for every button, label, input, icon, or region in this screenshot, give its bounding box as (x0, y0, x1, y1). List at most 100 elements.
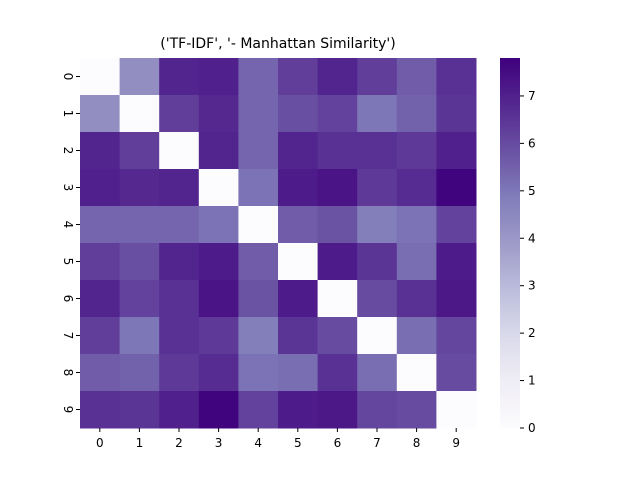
heatmap-cell-r4-c3 (198, 206, 239, 244)
heatmap-cell-r8-c4 (238, 354, 279, 392)
colorbar-tick-label: 7 (528, 89, 536, 103)
heatmap-cell-r8-c1 (119, 354, 160, 392)
heatmap-cell-r5-c2 (159, 243, 200, 281)
heatmap-cell-r1-c5 (278, 95, 319, 133)
heatmap-cell-r7-c1 (119, 317, 160, 355)
heatmap-cell-r0-c2 (159, 58, 200, 96)
heatmap-cell-r0-c7 (357, 58, 398, 96)
heatmap-cell-r3-c1 (119, 169, 160, 207)
heatmap-cell-r8-c5 (278, 354, 319, 392)
y-tick-label: 3 (61, 184, 75, 192)
heatmap-cell-r5-c4 (238, 243, 279, 281)
heatmap-cell-r8-c3 (198, 354, 239, 392)
heatmap-cell-r2-c1 (119, 132, 160, 170)
heatmap-cell-r0-c0 (80, 58, 121, 96)
heatmap-cell-r1-c2 (159, 95, 200, 133)
heatmap-cell-r1-c9 (436, 95, 477, 133)
heatmap-cell-r3-c9 (436, 169, 477, 207)
heatmap-cell-r7-c2 (159, 317, 200, 355)
colorbar-tick-label: 6 (528, 136, 536, 150)
heatmap-cell-r4-c5 (278, 206, 319, 244)
x-tick-label: 7 (373, 436, 381, 450)
x-tick-label: 6 (334, 436, 342, 450)
heatmap-cell-r5-c1 (119, 243, 160, 281)
heatmap-cell-r6-c1 (119, 280, 160, 318)
colorbar-tick-label: 1 (528, 374, 536, 388)
x-tick-label: 4 (254, 436, 262, 450)
heatmap-cell-r7-c4 (238, 317, 279, 355)
heatmap-cell-r1-c7 (357, 95, 398, 133)
heatmap-cell-r9-c3 (198, 391, 239, 429)
heatmap-cell-r6-c5 (278, 280, 319, 318)
heatmap-cell-r9-c8 (396, 391, 437, 429)
heatmap-cell-r8-c2 (159, 354, 200, 392)
heatmap-cell-r0-c6 (317, 58, 358, 96)
y-tick-label: 6 (61, 295, 75, 303)
y-tick-label: 2 (61, 147, 75, 155)
heatmap-cell-r7-c9 (436, 317, 477, 355)
heatmap-cell-r9-c1 (119, 391, 160, 429)
colorbar-tick-label: 2 (528, 326, 536, 340)
heatmap-cell-r7-c8 (396, 317, 437, 355)
heatmap-cell-r5-c8 (396, 243, 437, 281)
heatmap-cell-r8-c9 (436, 354, 477, 392)
heatmap-cell-r5-c9 (436, 243, 477, 281)
heatmap-cell-r7-c6 (317, 317, 358, 355)
heatmap-cell-r9-c0 (80, 391, 121, 429)
heatmap-cell-r2-c0 (80, 132, 121, 170)
heatmap-cell-r1-c1 (119, 95, 160, 133)
heatmap-cell-r7-c3 (198, 317, 239, 355)
heatmap-cell-r6-c3 (198, 280, 239, 318)
x-tick-label: 8 (413, 436, 421, 450)
colorbar-tick-label: 3 (528, 279, 536, 293)
heatmap-cell-r2-c7 (357, 132, 398, 170)
heatmap-cell-r0-c1 (119, 58, 160, 96)
heatmap-cell-r2-c6 (317, 132, 358, 170)
heatmap-cell-r9-c4 (238, 391, 279, 429)
y-tick-label: 4 (61, 221, 75, 229)
y-tick-label: 9 (61, 406, 75, 414)
heatmap-cell-r3-c0 (80, 169, 121, 207)
heatmap-cell-r4-c4 (238, 206, 279, 244)
y-tick-label: 1 (61, 110, 75, 118)
heatmap-cell-r1-c6 (317, 95, 358, 133)
chart-title: ('TF-IDF', '- Manhattan Similarity') (160, 36, 395, 52)
heatmap-cell-r8-c0 (80, 354, 121, 392)
heatmap-cell-r2-c9 (436, 132, 477, 170)
heatmap-cell-r1-c0 (80, 95, 121, 133)
heatmap-cell-r4-c8 (396, 206, 437, 244)
heatmap-cell-r6-c2 (159, 280, 200, 318)
heatmap-cell-r3-c4 (238, 169, 279, 207)
colorbar-tick-label: 4 (528, 231, 536, 245)
x-tick-label: 2 (175, 436, 183, 450)
heatmap-cell-r1-c3 (198, 95, 239, 133)
heatmap-cell-r6-c6 (317, 280, 358, 318)
heatmap-cell-r7-c5 (278, 317, 319, 355)
heatmap-cell-r5-c7 (357, 243, 398, 281)
heatmap-cell-r8-c8 (396, 354, 437, 392)
heatmap-cell-r5-c3 (198, 243, 239, 281)
x-tick-label: 0 (96, 436, 104, 450)
heatmap-cell-r0-c5 (278, 58, 319, 96)
y-tick-label: 8 (61, 369, 75, 377)
y-tick-label: 0 (61, 73, 75, 81)
x-tick-label: 9 (452, 436, 460, 450)
heatmap-cell-r0-c8 (396, 58, 437, 96)
heatmap-cell-r2-c3 (198, 132, 239, 170)
colorbar-ticks: 0 1 2 3 4 5 6 7 (520, 89, 536, 435)
heatmap-cell-r4-c2 (159, 206, 200, 244)
colorbar (500, 58, 520, 428)
colorbar-tick-label: 0 (528, 421, 536, 435)
heatmap-cell-r6-c9 (436, 280, 477, 318)
heatmap-cell-r0-c3 (198, 58, 239, 96)
heatmap-cell-r5-c0 (80, 243, 121, 281)
heatmap-cell-r4-c1 (119, 206, 160, 244)
heatmap-cell-r3-c6 (317, 169, 358, 207)
heatmap-cell-r2-c5 (278, 132, 319, 170)
heatmap-cell-r7-c0 (80, 317, 121, 355)
heatmap-cell-r6-c7 (357, 280, 398, 318)
heatmap-cell-r3-c5 (278, 169, 319, 207)
heatmap-cell-r2-c4 (238, 132, 279, 170)
